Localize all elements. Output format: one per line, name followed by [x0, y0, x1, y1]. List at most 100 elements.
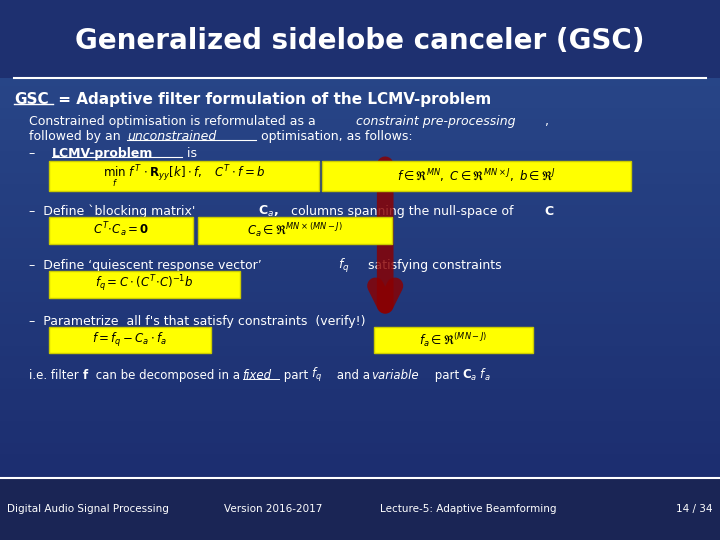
- Text: $\mathbf{C}_a\ f_a$: $\mathbf{C}_a\ f_a$: [462, 367, 490, 383]
- Text: and a: and a: [333, 369, 374, 382]
- Bar: [0, 130, 720, 140]
- Text: variable: variable: [372, 369, 419, 382]
- Bar: [49, 161, 319, 191]
- Text: unconstrained: unconstrained: [127, 130, 217, 143]
- Bar: [0, 119, 720, 130]
- Bar: [0, 216, 720, 227]
- Bar: [0, 518, 720, 529]
- Bar: [0, 11, 720, 22]
- Text: Digital Audio Signal Processing: Digital Audio Signal Processing: [7, 504, 169, 514]
- Bar: [0, 270, 720, 281]
- Bar: [0, 76, 720, 86]
- Text: $f \in \mathfrak{R}^{MN},\ C \in \mathfrak{R}^{MN\times J},\ b \in \mathfrak{R}^: $f \in \mathfrak{R}^{MN},\ C \in \mathfr…: [397, 167, 556, 185]
- Bar: [49, 271, 240, 298]
- Bar: [0, 97, 720, 108]
- Bar: [0, 378, 720, 389]
- Bar: [0, 464, 720, 475]
- Text: part: part: [280, 369, 312, 382]
- Text: Constrained optimisation is reformulated as a: Constrained optimisation is reformulated…: [29, 115, 320, 128]
- Bar: [0, 65, 720, 76]
- Bar: [0, 32, 720, 43]
- Text: can be decomposed in a: can be decomposed in a: [92, 369, 244, 382]
- Text: followed by an: followed by an: [29, 130, 125, 143]
- Bar: [0, 421, 720, 432]
- Bar: [0, 194, 720, 205]
- Bar: [198, 217, 392, 244]
- Bar: [0, 389, 720, 400]
- Text: 14 / 34: 14 / 34: [676, 504, 713, 514]
- Bar: [0, 292, 720, 302]
- Text: Version 2016-2017: Version 2016-2017: [225, 504, 323, 514]
- Bar: [49, 327, 211, 353]
- Text: $f_a \in \mathfrak{R}^{(MN-J)}$: $f_a \in \mathfrak{R}^{(MN-J)}$: [420, 330, 487, 349]
- Text: Lecture-5: Adaptive Beamforming: Lecture-5: Adaptive Beamforming: [379, 504, 557, 514]
- Bar: [0, 410, 720, 421]
- Text: satisfying constraints: satisfying constraints: [360, 259, 502, 272]
- Text: part: part: [431, 369, 462, 382]
- Text: –  Parametrize  all f's that satisfy constraints  (verify!): – Parametrize all f's that satisfy const…: [29, 315, 365, 328]
- Bar: [0, 454, 720, 464]
- Text: $\mathbf{C}$: $\mathbf{C}$: [544, 205, 554, 218]
- Bar: [0, 184, 720, 194]
- Bar: [0, 86, 720, 97]
- Bar: [0, 486, 720, 497]
- Bar: [374, 327, 533, 353]
- Bar: [322, 161, 631, 191]
- Bar: [0, 302, 720, 313]
- Bar: [49, 217, 193, 244]
- Bar: [0, 238, 720, 248]
- Bar: [0, 497, 720, 508]
- Bar: [0, 346, 720, 356]
- Text: $C_a \in \mathfrak{R}^{MN\times(MN-J)}$: $C_a \in \mathfrak{R}^{MN\times(MN-J)}$: [248, 221, 343, 239]
- Bar: [0, 400, 720, 410]
- Bar: [0, 529, 720, 540]
- Bar: [0, 140, 720, 151]
- Text: ,: ,: [545, 115, 549, 128]
- Text: columns spanning the null-space of: columns spanning the null-space of: [287, 205, 517, 218]
- Bar: [0, 475, 720, 486]
- Text: –: –: [29, 147, 43, 160]
- FancyArrowPatch shape: [375, 165, 395, 305]
- Bar: [0, 313, 720, 324]
- Bar: [0, 205, 720, 216]
- Text: $f_q$: $f_q$: [311, 366, 322, 384]
- Text: $\min_f\ f^T \cdot \mathbf{R}_{yy}[k] \cdot f,\quad C^T \cdot f = b$: $\min_f\ f^T \cdot \mathbf{R}_{yy}[k] \c…: [102, 163, 265, 189]
- Text: –  Define `blocking matrix': – Define `blocking matrix': [29, 205, 203, 218]
- Text: constraint pre-processing: constraint pre-processing: [356, 115, 516, 128]
- Bar: [0, 367, 720, 378]
- Bar: [0, 335, 720, 346]
- Bar: [0, 151, 720, 162]
- Text: $C^T \!\cdot\! C_a = \mathbf{0}$: $C^T \!\cdot\! C_a = \mathbf{0}$: [93, 221, 149, 239]
- Text: $\mathbf{C}_a$,: $\mathbf{C}_a$,: [258, 204, 278, 219]
- Text: = Adaptive filter formulation of the LCMV-problem: = Adaptive filter formulation of the LCM…: [53, 92, 491, 107]
- Text: $f = f_q - C_a \cdot f_a$: $f = f_q - C_a \cdot f_a$: [92, 330, 167, 349]
- Bar: [0, 162, 720, 173]
- Bar: [0, 108, 720, 119]
- Text: f: f: [83, 369, 88, 382]
- Bar: [0, 508, 720, 518]
- Bar: [0, 281, 720, 292]
- Bar: [0, 356, 720, 367]
- Bar: [0, 22, 720, 32]
- Bar: [0, 259, 720, 270]
- Text: i.e. filter: i.e. filter: [29, 369, 82, 382]
- Bar: [0, 227, 720, 238]
- Bar: [0, 0, 720, 78]
- Bar: [0, 43, 720, 54]
- Text: GSC: GSC: [14, 92, 49, 107]
- Text: $f_q$: $f_q$: [338, 256, 350, 275]
- Text: $f_q = C \cdot (C^T \!\cdot\! C)^{-1} b$: $f_q = C \cdot (C^T \!\cdot\! C)^{-1} b$: [95, 274, 193, 294]
- Bar: [0, 248, 720, 259]
- Bar: [0, 324, 720, 335]
- Text: Generalized sidelobe canceler (GSC): Generalized sidelobe canceler (GSC): [76, 26, 644, 55]
- Bar: [0, 0, 720, 11]
- Bar: [0, 432, 720, 443]
- Bar: [0, 443, 720, 454]
- Text: fixed: fixed: [243, 369, 271, 382]
- Bar: [0, 478, 720, 540]
- Text: is: is: [183, 147, 197, 160]
- Text: optimisation, as follows:: optimisation, as follows:: [257, 130, 413, 143]
- Bar: [0, 173, 720, 184]
- Text: LCMV-problem: LCMV-problem: [52, 147, 153, 160]
- Text: –  Define ‘quiescent response vector’: – Define ‘quiescent response vector’: [29, 259, 266, 272]
